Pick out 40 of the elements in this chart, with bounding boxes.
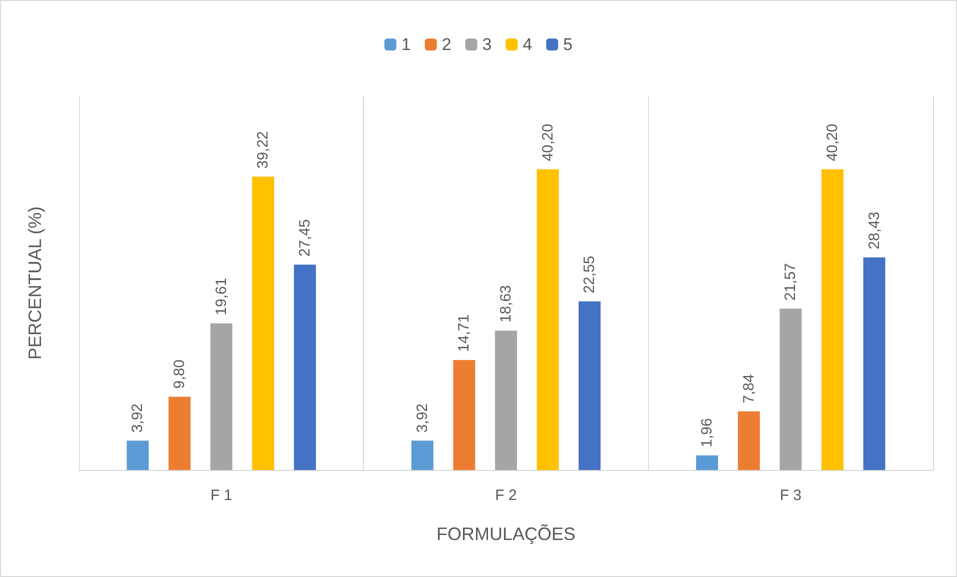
bar [294,264,316,470]
bar [495,330,517,470]
x-axis-title: FORMULAÇÕES [436,524,576,544]
data-label: 19,61 [212,278,230,316]
data-label: 27,45 [296,219,314,257]
bar [168,396,191,470]
data-label: 18,63 [498,285,514,323]
x-tick-label: F 1 [210,487,232,504]
bar [738,411,760,470]
bar [411,440,434,470]
bar [696,455,718,470]
bar [578,301,601,470]
data-label: 40,20 [539,124,556,162]
bar [126,440,149,470]
bar [863,257,886,470]
data-label: 7,84 [740,374,758,404]
bar [252,176,274,470]
bar [210,323,232,470]
legend-label: 2 [442,35,452,54]
y-axis-title: PERCENTUAL (%) [25,206,45,360]
data-label: 3,92 [129,403,146,433]
bar [780,308,802,470]
legend-label: 5 [563,35,573,54]
data-label: 28,43 [866,212,883,250]
data-label: 9,80 [171,359,188,389]
data-label: 21,57 [782,263,800,301]
data-label: 3,92 [414,403,431,433]
data-label: 1,96 [698,418,716,448]
bar [536,169,559,470]
bar [821,169,844,470]
data-label: 14,71 [456,314,473,352]
data-label: 39,22 [254,131,272,169]
bar [453,360,476,470]
legend-label: 1 [401,35,411,54]
x-tick-label: F 2 [495,487,517,504]
x-tick-label: F 3 [780,487,802,504]
data-label: 40,20 [824,124,841,162]
data-label: 22,55 [581,256,598,294]
legend-label: 4 [522,35,532,54]
legend-label: 3 [482,35,492,54]
